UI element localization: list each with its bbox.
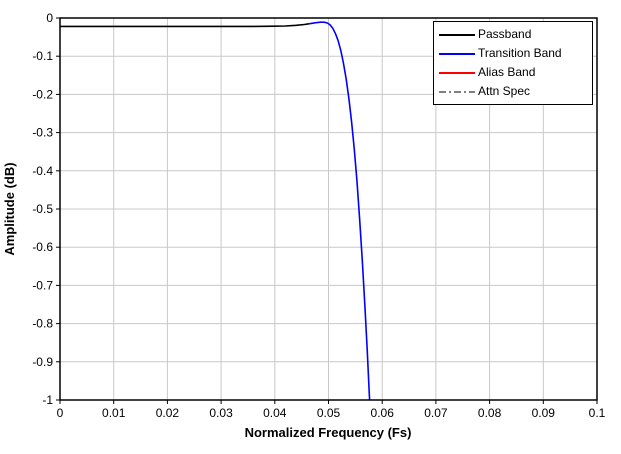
legend-item-attn-spec: Attn Spec: [436, 82, 590, 101]
x-tick-label: 0.06: [371, 406, 395, 420]
x-tick-label: 0.09: [532, 406, 556, 420]
x-tick-label: 0.03: [209, 406, 233, 420]
y-tick-label: -0.6: [32, 240, 53, 254]
x-tick-label: 0.07: [424, 406, 448, 420]
alias-band-line-swatch: [436, 68, 478, 78]
legend-box: Passband Transition Band Alias Band Attn…: [433, 21, 593, 105]
y-tick-label: -0.2: [32, 87, 53, 101]
x-tick-label: 0.1: [589, 406, 606, 420]
x-tick-label: 0.04: [263, 406, 287, 420]
legend-item-transition-band: Transition Band: [436, 44, 590, 63]
transition-band-line-swatch: [436, 49, 478, 59]
y-axis-label: Amplitude (dB): [2, 162, 17, 255]
x-axis-label: Normalized Frequency (Fs): [245, 425, 412, 440]
y-tick-label: -0.1: [32, 49, 53, 63]
y-tick-label: -0.8: [32, 317, 53, 331]
x-tick-label: 0.08: [478, 406, 502, 420]
x-tick-label: 0.01: [102, 406, 126, 420]
legend-item-alias-band: Alias Band: [436, 63, 590, 82]
legend-item-passband: Passband: [436, 25, 590, 44]
y-tick-label: -1: [42, 393, 53, 407]
passband-line-swatch: [436, 30, 478, 40]
y-tick-label: -0.9: [32, 355, 53, 369]
x-tick-label: 0: [57, 406, 64, 420]
attn-spec-line-swatch: [436, 87, 478, 97]
legend-label-transition-band: Transition Band: [478, 46, 562, 60]
y-tick-label: -0.5: [32, 202, 53, 216]
legend-label-passband: Passband: [478, 27, 532, 41]
x-tick-label: 0.02: [156, 406, 180, 420]
y-tick-label: -0.3: [32, 126, 53, 140]
x-tick-label: 0.05: [317, 406, 341, 420]
y-tick-label: 0: [46, 11, 53, 25]
y-tick-label: -0.4: [32, 164, 53, 178]
series-passband: [60, 22, 310, 28]
legend-label-attn-spec: Attn Spec: [478, 84, 531, 98]
series-transition-band: [309, 21, 371, 401]
legend-label-alias-band: Alias Band: [478, 65, 536, 79]
y-tick-label: -0.7: [32, 278, 53, 292]
